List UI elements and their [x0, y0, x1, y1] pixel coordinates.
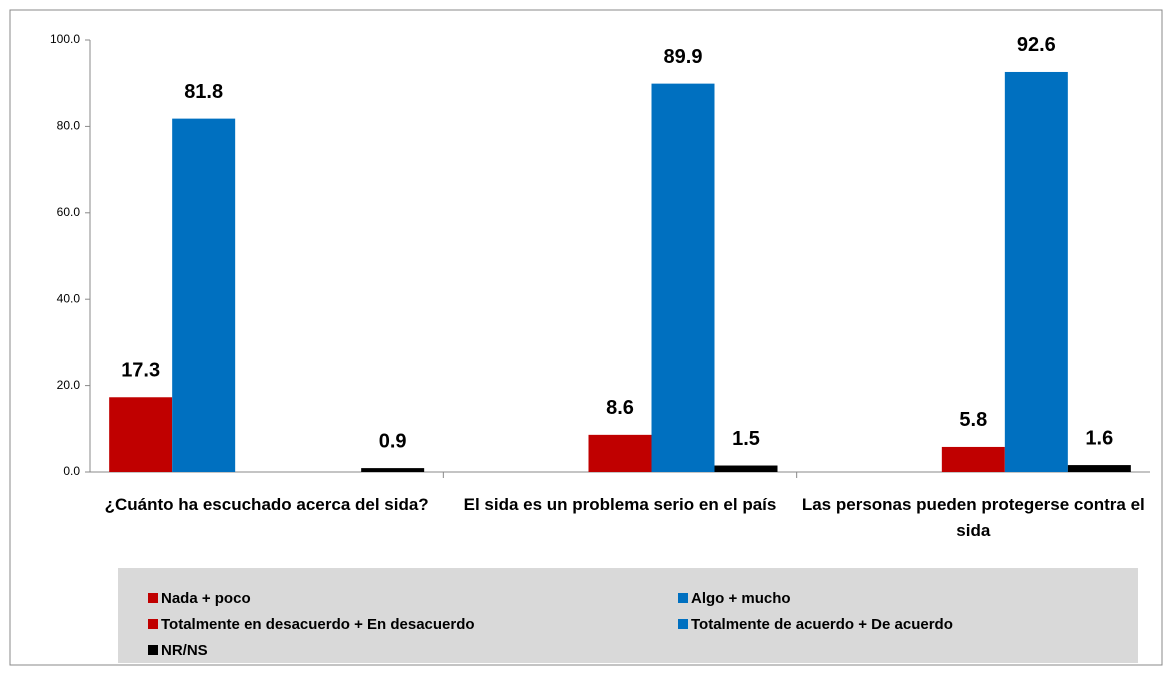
legend-label: NR/NS — [161, 642, 208, 659]
legend-label: Algo + mucho — [691, 590, 791, 607]
bar — [1004, 71, 1068, 472]
x-tick-label: ¿Cuánto ha escuchado acerca del sida? — [104, 495, 429, 514]
data-label: 81.8 — [184, 81, 223, 103]
legend-swatch — [678, 619, 688, 629]
legend-swatch — [678, 593, 688, 603]
x-tick-label: El sida es un problema serio en el país — [463, 495, 777, 514]
data-label: 8.6 — [606, 397, 634, 419]
legend-swatch — [148, 593, 158, 603]
y-tick-label: 60.0 — [57, 205, 81, 219]
frame — [9, 9, 1163, 666]
data-label: 5.8 — [959, 409, 987, 431]
y-tick-label: 0.0 — [63, 464, 80, 478]
legend-box — [118, 568, 1138, 663]
bar — [1067, 465, 1131, 472]
legend-label: Totalmente de acuerdo + De acuerdo — [691, 616, 953, 633]
bar — [651, 83, 715, 472]
data-label: 0.9 — [379, 430, 407, 452]
data-label: 92.6 — [1017, 34, 1056, 56]
bar — [588, 434, 652, 472]
legend-label: Nada + poco — [161, 590, 251, 607]
data-label: 17.3 — [121, 360, 160, 382]
legend-swatch — [148, 645, 158, 655]
y-tick-label: 100.0 — [50, 32, 80, 46]
bar — [172, 118, 236, 473]
data-label: 1.6 — [1085, 427, 1113, 449]
data-label: 1.5 — [732, 428, 760, 450]
y-tick-label: 80.0 — [57, 119, 81, 133]
bar — [714, 465, 778, 472]
legend-swatch — [148, 619, 158, 629]
x-tick-label: Las personas pueden protegerse contra el… — [801, 495, 1145, 540]
y-tick-label: 20.0 — [57, 378, 81, 392]
data-label: 89.9 — [664, 46, 703, 68]
legend-label: Totalmente en desacuerdo + En desacuerdo — [161, 616, 475, 633]
bar — [941, 446, 1005, 472]
bar — [109, 397, 173, 472]
bar — [361, 468, 425, 472]
y-tick-label: 40.0 — [57, 291, 81, 305]
